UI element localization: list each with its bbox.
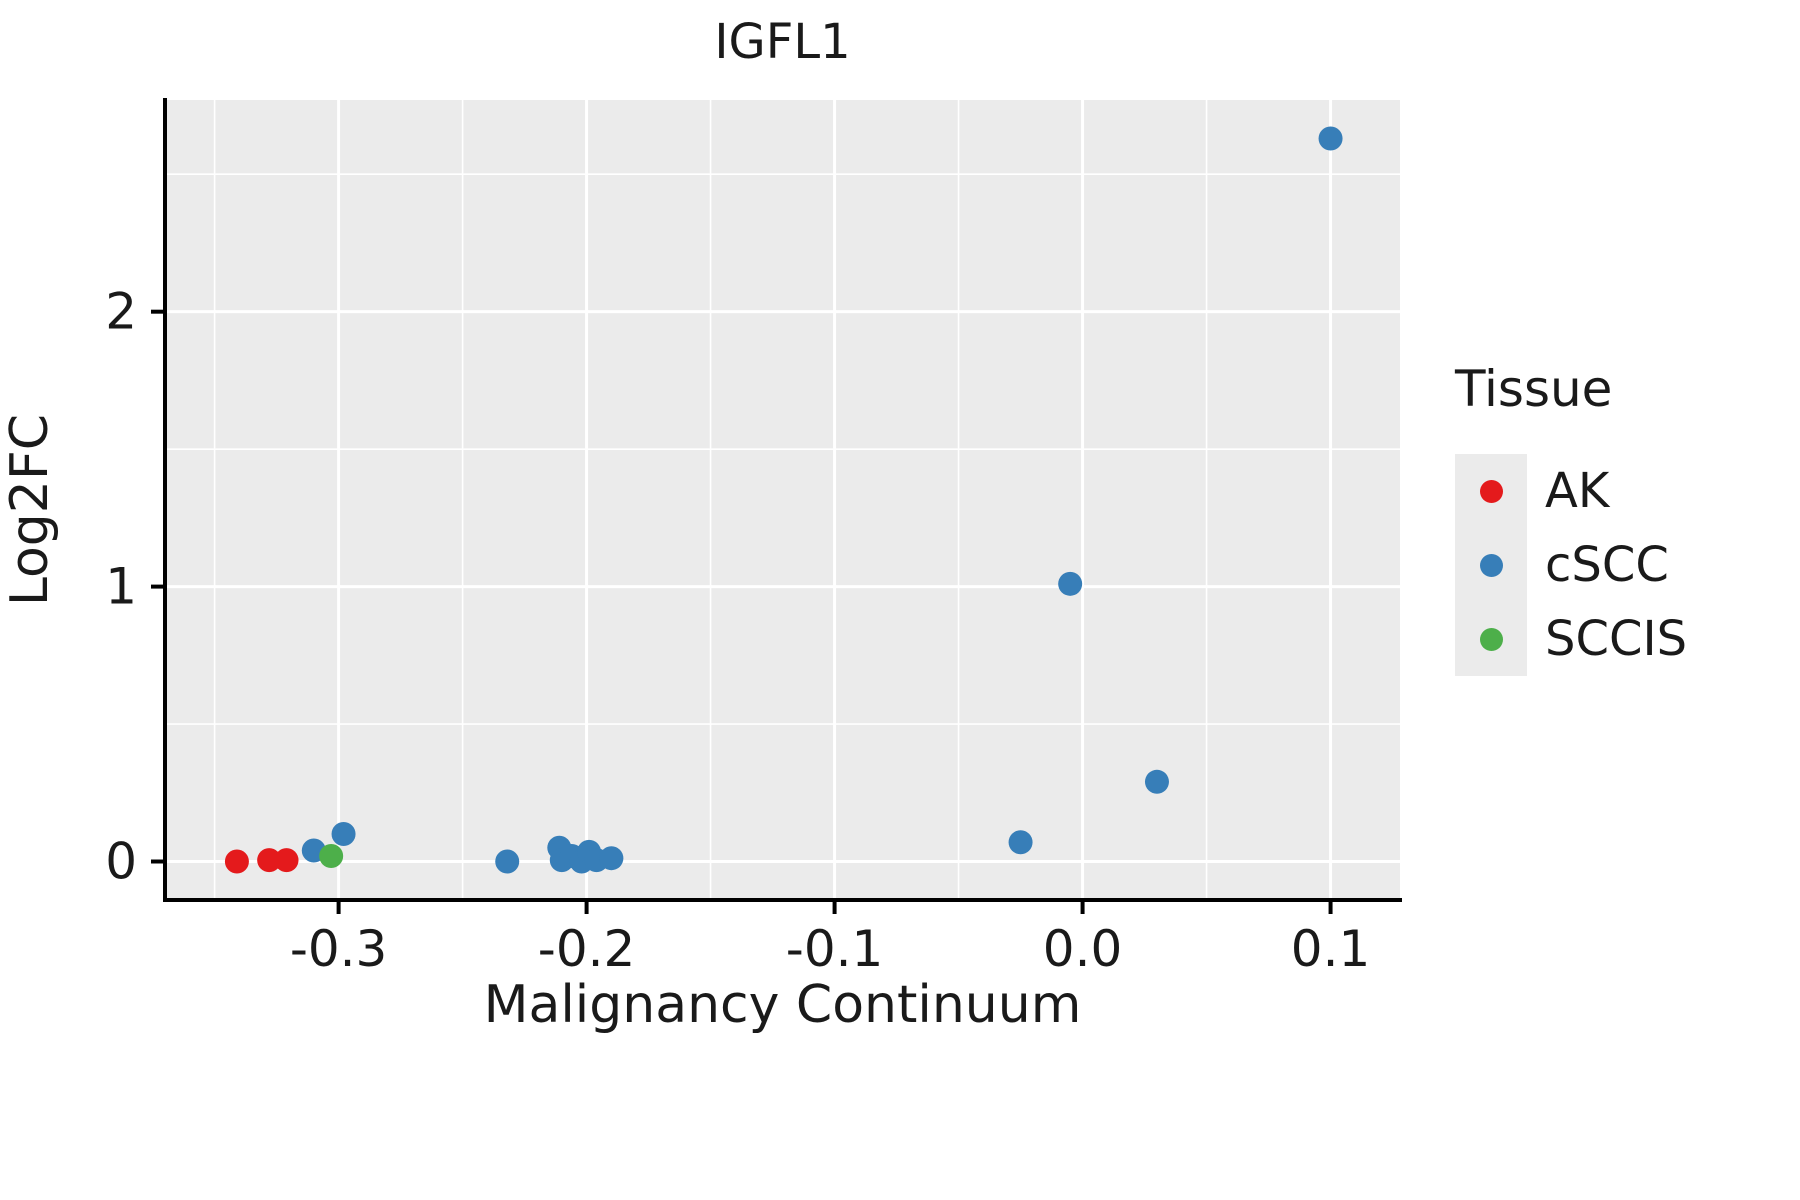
data-point-cSCC: [1058, 571, 1083, 596]
cscc-dot-icon: [1479, 553, 1503, 577]
x-tick-label: -0.3: [290, 920, 388, 978]
legend-item-sccis: SCCIS: [1455, 602, 1785, 676]
y-axis: 0 1 2: [105, 283, 165, 891]
legend: Tissue AK cSCC SCCIS: [1455, 360, 1785, 676]
data-point-cSCC: [495, 849, 520, 874]
legend-swatch: [1455, 602, 1527, 676]
chart-title: IGFL1: [714, 14, 851, 70]
legend-swatch: [1455, 454, 1527, 528]
data-point-cSCC: [1144, 769, 1169, 794]
legend-items: AK cSCC SCCIS: [1455, 454, 1785, 676]
data-point-AK: [274, 848, 299, 873]
data-point-cSCC: [1008, 830, 1033, 855]
x-tick-label: -0.1: [786, 920, 884, 978]
x-tick-label: 0.1: [1291, 920, 1371, 978]
x-axis: -0.3 -0.2 -0.1 0.0 0.1: [290, 900, 1371, 978]
legend-label-ak: AK: [1545, 463, 1610, 519]
data-point-AK: [257, 848, 282, 873]
y-tick-label: 1: [105, 558, 137, 616]
ak-dot-icon: [1479, 479, 1503, 503]
panel-background: [165, 100, 1400, 900]
y-axis-label: Log2FC: [0, 413, 60, 607]
data-point-cSCC: [331, 822, 356, 847]
data-point-SCCIS: [319, 844, 344, 869]
sccis-dot-icon: [1479, 627, 1503, 651]
axis-lines: [163, 98, 1402, 902]
x-axis-label: Malignancy Continuum: [483, 975, 1082, 1035]
y-tick-label: 0: [105, 833, 137, 891]
points-group: [224, 126, 1343, 874]
gridlines: [165, 100, 1400, 900]
legend-swatch: [1455, 528, 1527, 602]
legend-label-sccis: SCCIS: [1545, 611, 1688, 667]
data-point-AK: [224, 849, 249, 874]
legend-label-cscc: cSCC: [1545, 537, 1669, 593]
y-tick-label: 2: [105, 283, 137, 341]
x-tick-label: -0.2: [538, 920, 636, 978]
legend-title: Tissue: [1455, 360, 1613, 418]
legend-item-cscc: cSCC: [1455, 528, 1785, 602]
legend-item-ak: AK: [1455, 454, 1785, 528]
data-point-cSCC: [599, 846, 624, 871]
x-tick-label: 0.0: [1043, 920, 1123, 978]
data-point-cSCC: [1318, 126, 1343, 151]
